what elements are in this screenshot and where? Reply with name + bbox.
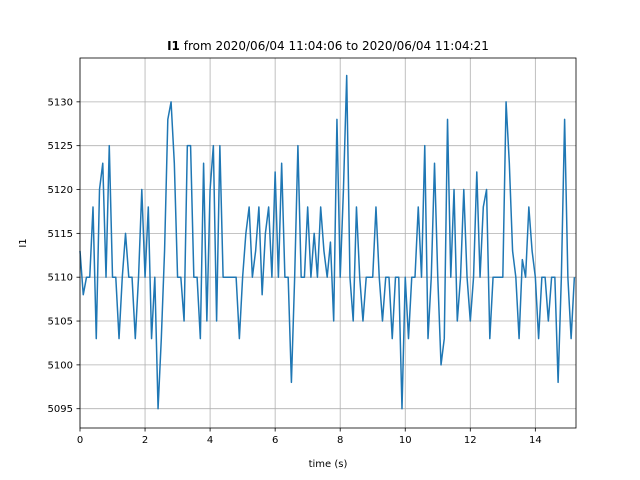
x-tick-label: 2: [142, 435, 148, 446]
x-tick-label: 8: [337, 435, 343, 446]
y-tick-label: 5105: [48, 317, 73, 328]
plot-frame: [79, 57, 577, 429]
y-tick-label: 5115: [48, 229, 73, 240]
y-tick-label: 5095: [48, 404, 73, 415]
chart-title-bold: I1: [167, 39, 180, 53]
x-tick-label: 10: [399, 435, 412, 446]
chart-title: from 2020/06/04 11:04:06 to 2020/06/04 1…: [184, 39, 489, 53]
x-tick-label: 14: [529, 435, 542, 446]
x-tick-label: 6: [272, 435, 278, 446]
y-tick-label: 5110: [48, 273, 73, 284]
x-tick-label: 12: [464, 435, 477, 446]
y-tick-label: 5125: [48, 141, 73, 152]
y-tick-label: 5130: [48, 97, 73, 108]
x-tick-label: 0: [77, 435, 83, 446]
data-line: [79, 74, 576, 410]
chart-title-group: I1 from 2020/06/04 11:04:06 to 2020/06/0…: [167, 39, 489, 53]
y-tick-label: 5100: [48, 360, 73, 371]
x-axis-label: time (s): [309, 459, 348, 470]
y-tick-label: 5120: [48, 185, 73, 196]
y-axis-label: I1: [18, 238, 29, 247]
x-tick-label: 4: [207, 435, 213, 446]
